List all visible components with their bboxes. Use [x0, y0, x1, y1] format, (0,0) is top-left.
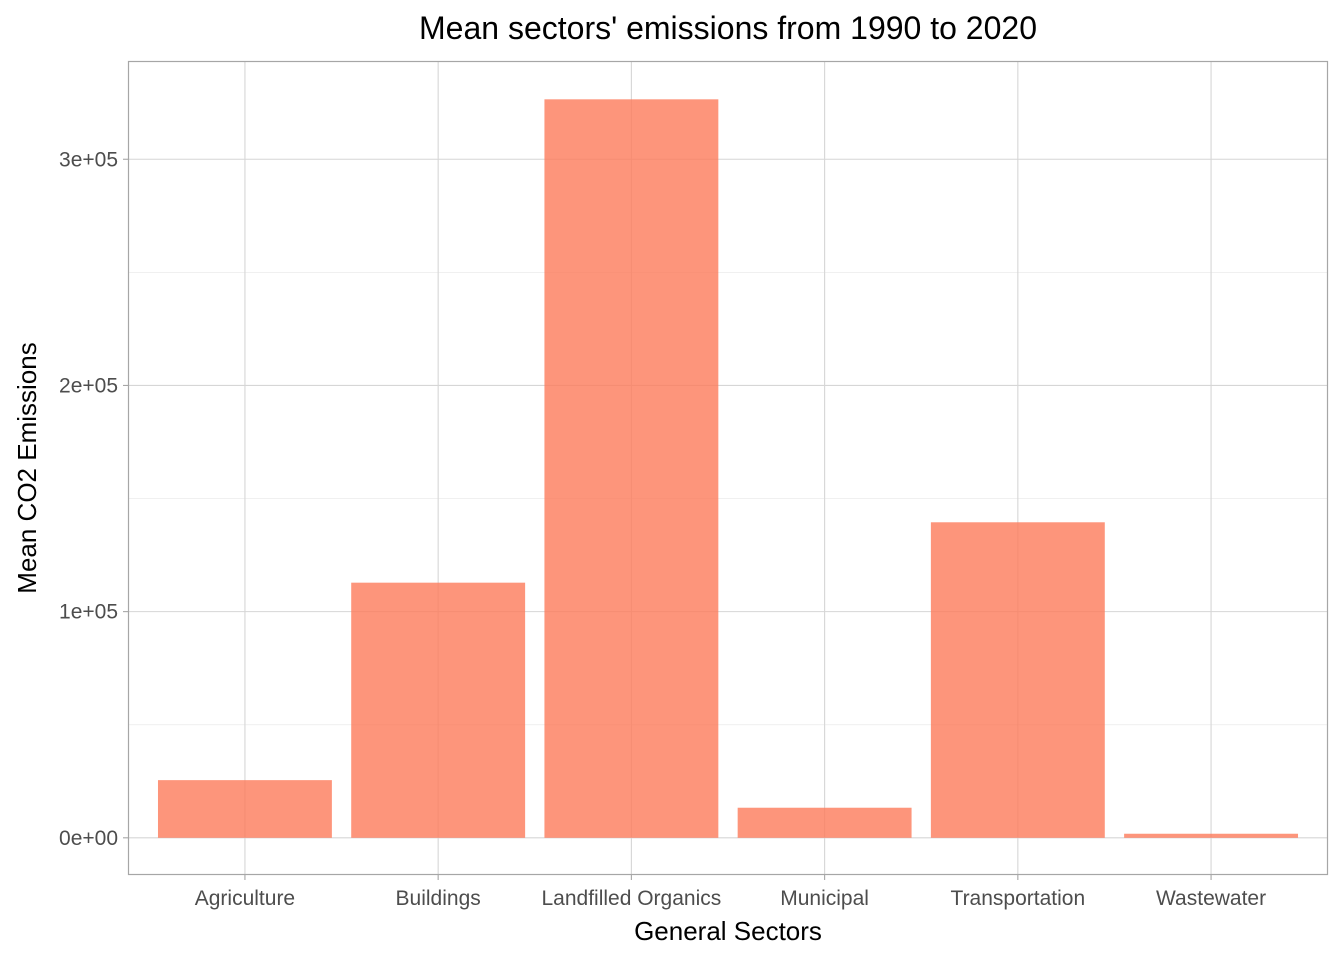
y-tick-label: 1e+05 — [59, 601, 118, 624]
x-axis: Agriculture Buildings Landfilled Organics M… — [195, 874, 1266, 910]
x-tick-label: Transportation — [951, 887, 1086, 910]
bars — [157, 99, 1299, 838]
x-tick-label: Municipal — [780, 887, 869, 910]
chart-title: Mean sectors' emissions from 1990 to 202… — [419, 10, 1037, 46]
y-axis-title: Mean CO2 Emissions — [12, 342, 42, 593]
bar-landfilled-organics — [544, 99, 719, 838]
x-tick-label: Landfilled Organics — [541, 887, 721, 910]
x-tick-label: Agriculture — [195, 887, 295, 910]
x-tick-label: Buildings — [396, 887, 481, 910]
y-axis: 0e+00 1e+05 2e+05 3e+05 — [59, 148, 129, 850]
y-tick-label: 0e+00 — [59, 827, 118, 850]
x-axis-title: General Sectors — [634, 916, 822, 946]
plot-panel-border — [127, 60, 1329, 876]
y-tick-label: 3e+05 — [59, 148, 118, 171]
bar-buildings — [351, 582, 526, 838]
bar-transportation — [930, 522, 1105, 838]
bar-municipal — [737, 807, 912, 838]
grid — [129, 62, 1327, 874]
y-tick-label: 2e+05 — [59, 374, 118, 397]
bar-agriculture — [157, 780, 332, 838]
x-tick-label: Wastewater — [1156, 887, 1266, 910]
bar-wastewater — [1124, 833, 1299, 838]
